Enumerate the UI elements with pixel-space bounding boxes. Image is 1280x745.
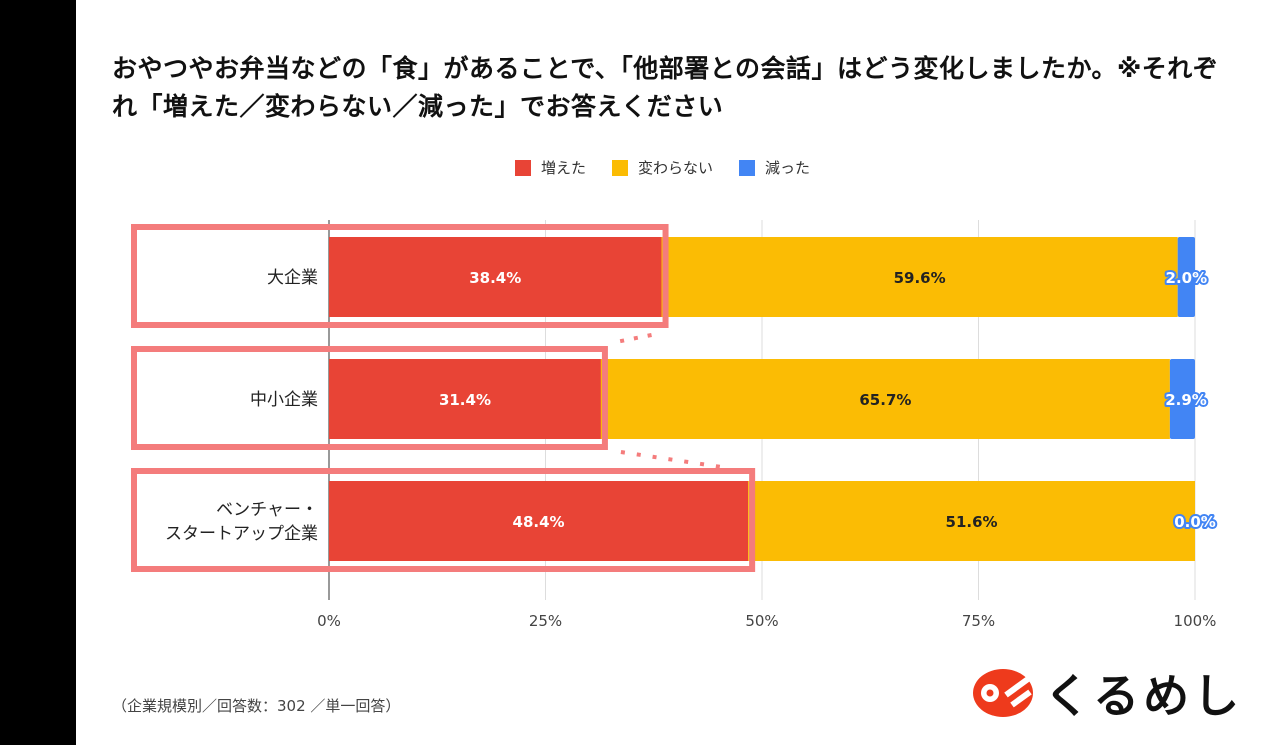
bar-segment: [748, 481, 1195, 561]
data-label: 38.4%: [469, 269, 521, 287]
highlight-box: [131, 346, 608, 450]
category-label: スタートアップ企業: [165, 524, 318, 544]
legend-swatch: [739, 159, 756, 176]
bar-segment: [329, 237, 662, 317]
connector: [610, 333, 652, 345]
bar-segment: [329, 481, 749, 561]
highlight-box: [131, 468, 756, 572]
legend-swatch: [515, 159, 531, 176]
data-label: 2.9%: [1165, 391, 1207, 409]
kurumeshi-logo: くるめし: [972, 660, 1243, 726]
data-label: 0.0%: [1174, 513, 1216, 531]
data-label: 2.0%: [1166, 269, 1208, 287]
x-tick-label: 50%: [745, 612, 778, 630]
bar-segment: [1177, 237, 1195, 317]
logo-text: くるめし: [1044, 669, 1244, 723]
connector: [620, 450, 729, 470]
legend-label: 変わらない: [638, 159, 714, 177]
data-label: 65.7%: [859, 391, 911, 409]
x-tick-label: 100%: [1174, 612, 1217, 630]
category-label: ベンチャー・: [216, 500, 318, 520]
legend-label: 減った: [765, 159, 811, 177]
footnote: （企業規模別／回答数：302 ／単一回答）: [112, 697, 401, 715]
chart-title: おやつやお弁当などの「食」があることで、「他部署との会話」はどう変化しましたか。…: [112, 54, 1219, 121]
x-tick-label: 75%: [962, 612, 995, 630]
bar-segment: [600, 359, 1170, 439]
legend: 増えた 変わらない 減った: [515, 157, 810, 178]
bar-segment: [661, 237, 1178, 317]
legend-item: 減った: [739, 157, 810, 178]
category-label: 中小企業: [250, 390, 318, 410]
data-label: 31.4%: [439, 391, 491, 409]
x-tick-label: 25%: [529, 612, 562, 630]
highlight-box: [131, 224, 669, 328]
legend-item: 変わらない: [612, 157, 713, 178]
legend-label: 増えた: [541, 159, 587, 177]
bar-segment: [329, 359, 601, 439]
data-label: 48.4%: [513, 513, 565, 531]
legend-swatch: [612, 159, 629, 176]
bar-segment: [1169, 359, 1195, 439]
logo-icon: [973, 669, 1033, 717]
data-label: 51.6%: [946, 513, 998, 531]
x-tick-label: 0%: [317, 612, 341, 630]
data-label: 59.6%: [894, 269, 946, 287]
category-label: 大企業: [267, 268, 318, 288]
legend-item: 増えた: [515, 157, 586, 178]
